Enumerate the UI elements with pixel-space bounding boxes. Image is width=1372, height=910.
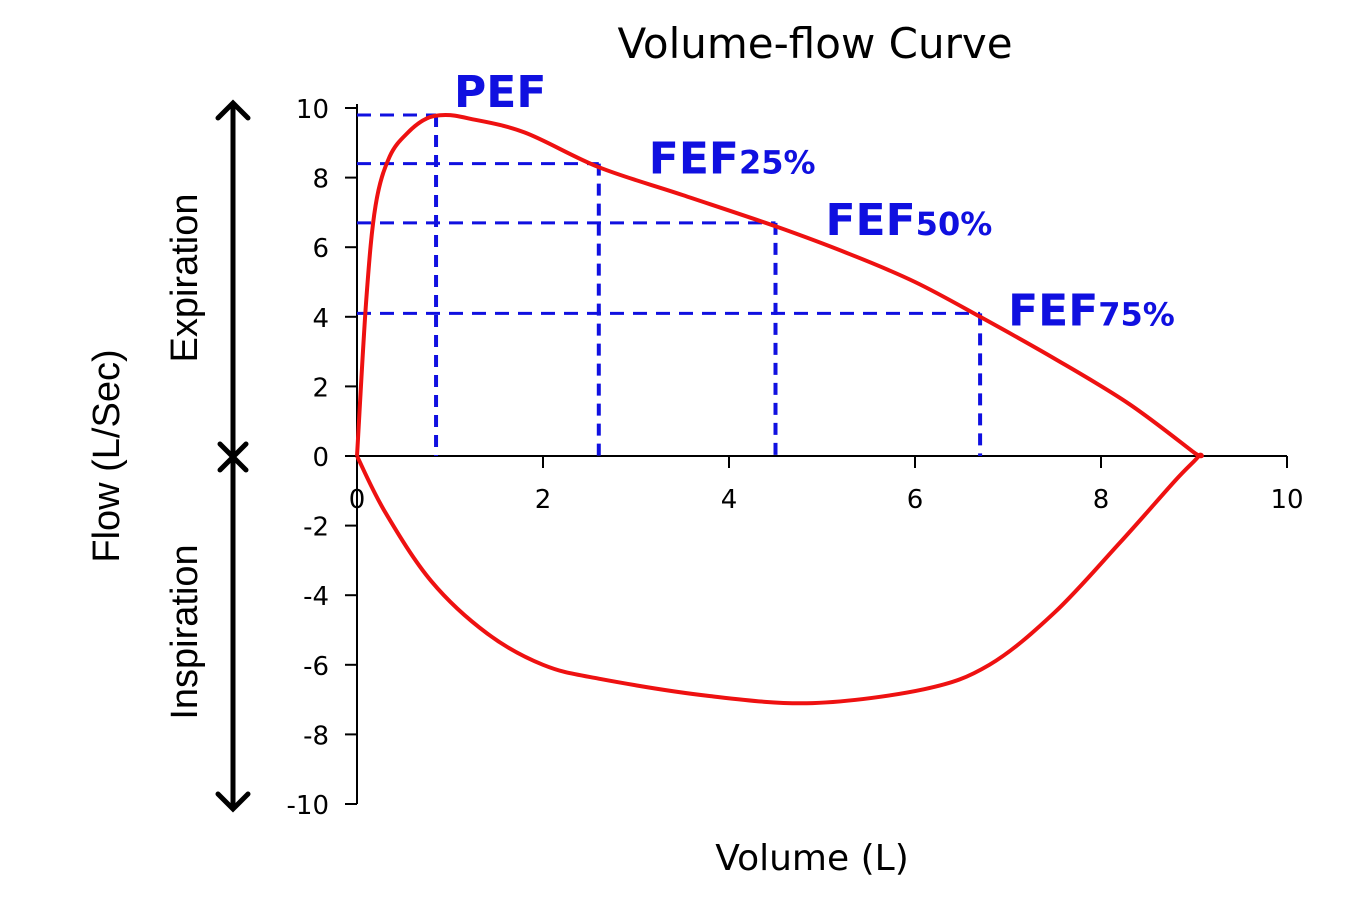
arrow-head-top bbox=[215, 99, 251, 121]
flow-volume-curve bbox=[355, 113, 1204, 706]
y-tick-label: 8 bbox=[312, 165, 329, 195]
y-tick-label: -10 bbox=[287, 791, 329, 821]
x-tick-label: 6 bbox=[907, 485, 924, 515]
x-tick-label: 2 bbox=[535, 485, 552, 515]
x-tick-label: 4 bbox=[721, 485, 738, 515]
fef75-label-sub: 75% bbox=[1098, 295, 1175, 333]
axes bbox=[345, 104, 1288, 805]
fef75-label-main: FEF bbox=[1008, 285, 1098, 336]
y-tick-label: 2 bbox=[312, 373, 329, 403]
tick-labels: 0 2 4 6 8 10 10 8 6 4 2 0 -2 -4 -6 -8 -10 bbox=[287, 95, 1304, 821]
fef50-label-main: FEF bbox=[826, 195, 916, 246]
fef50-label-sub: 50% bbox=[916, 205, 993, 243]
chart-title: Volume-flow Curve bbox=[617, 19, 1012, 68]
y-tick-label: 4 bbox=[312, 304, 329, 334]
pef-label: PEF bbox=[454, 67, 546, 118]
zero-cross-b bbox=[217, 441, 249, 473]
x-axis-title: Volume (L) bbox=[715, 838, 908, 879]
y-tick-label: -4 bbox=[303, 582, 329, 612]
x-tick-label: 0 bbox=[349, 485, 366, 515]
x-tick-label: 10 bbox=[1270, 485, 1303, 515]
y-tick-label: 6 bbox=[312, 234, 329, 264]
arrow-head-bottom bbox=[215, 791, 251, 813]
pef-label-main: PEF bbox=[454, 67, 546, 118]
range-arrow bbox=[215, 99, 251, 813]
y-tick-label: -8 bbox=[303, 721, 329, 751]
fef75-label: FEF75% bbox=[1008, 285, 1175, 336]
fef25-label: FEF25% bbox=[649, 134, 816, 185]
curve-layer bbox=[355, 113, 1204, 706]
inspiration-label: Inspiration bbox=[164, 544, 206, 719]
y-tick-label: -6 bbox=[303, 652, 329, 682]
y-tick-label: 0 bbox=[312, 443, 329, 473]
fef25-label-main: FEF bbox=[649, 134, 739, 185]
expiration-label: Expiration bbox=[164, 194, 206, 363]
fef50-label: FEF50% bbox=[826, 195, 993, 246]
y-tick-label: -2 bbox=[303, 513, 329, 543]
guide-lines bbox=[357, 113, 983, 456]
y-axis-title: Flow (L/Sec) bbox=[86, 349, 128, 562]
fef25-label-sub: 25% bbox=[739, 144, 816, 182]
y-tick-label: 10 bbox=[296, 95, 329, 125]
x-tick-label: 8 bbox=[1093, 485, 1110, 515]
